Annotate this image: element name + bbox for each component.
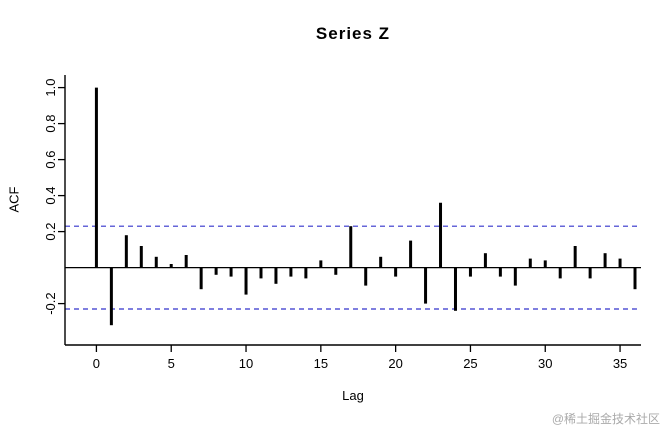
x-tick-label: 25: [463, 356, 477, 371]
y-tick-label: -0.2: [43, 292, 58, 314]
x-tick-label: 35: [613, 356, 627, 371]
x-tick-label: 10: [239, 356, 253, 371]
y-tick-label: 0.2: [43, 223, 58, 241]
x-tick-label: 20: [388, 356, 402, 371]
watermark-text: @稀土掘金技术社区: [551, 412, 660, 426]
x-tick-label: 15: [314, 356, 328, 371]
y-tick-label: 0.4: [43, 187, 58, 205]
x-tick-label: 5: [168, 356, 175, 371]
y-tick-label: 1.0: [43, 79, 58, 97]
x-tick-label: 0: [93, 356, 100, 371]
y-tick-label: 0.8: [43, 115, 58, 133]
y-tick-label: 0.6: [43, 151, 58, 169]
x-axis-label: Lag: [342, 388, 364, 403]
chart-title: Series Z: [315, 24, 391, 43]
x-tick-label: 30: [538, 356, 552, 371]
